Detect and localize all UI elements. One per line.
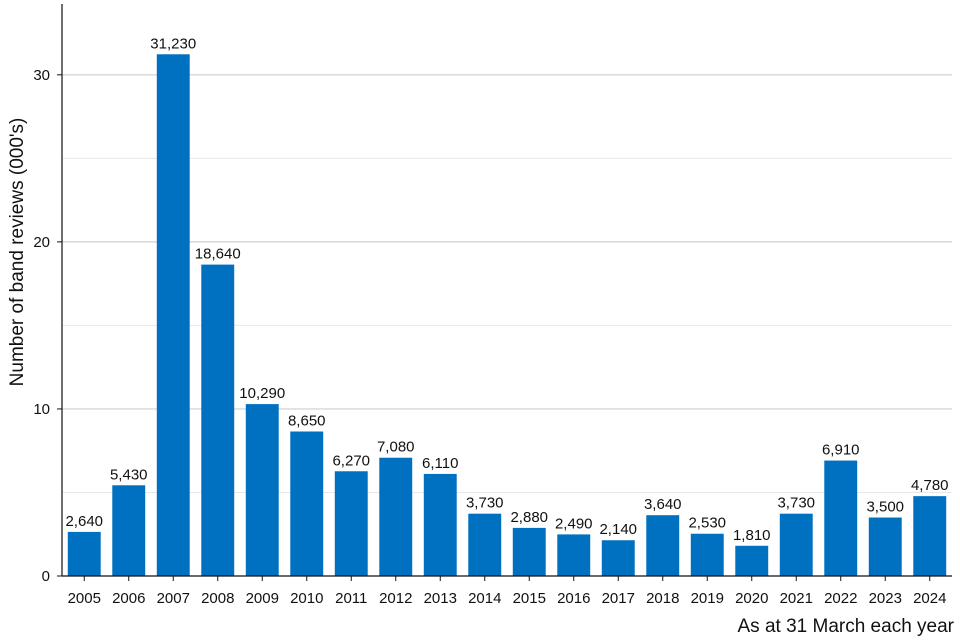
bar-2023 <box>868 517 902 576</box>
x-tick-label-2012: 2012 <box>379 590 412 607</box>
x-axis-title: As at 31 March each year <box>738 616 955 637</box>
x-tick-label-2014: 2014 <box>468 590 501 607</box>
data-label-2010: 8,650 <box>288 412 326 429</box>
x-tick-label-2016: 2016 <box>557 590 590 607</box>
gridlines <box>62 74 952 493</box>
y-tick-label-30: 30 <box>33 67 50 84</box>
x-tick-label-2018: 2018 <box>646 590 679 607</box>
bar-2006 <box>112 485 146 576</box>
x-tick-label-2015: 2015 <box>513 590 546 607</box>
bar-2011 <box>334 471 368 576</box>
x-tick-label-2024: 2024 <box>913 590 946 607</box>
data-label-2007: 31,230 <box>150 35 196 52</box>
x-tick-label-2023: 2023 <box>869 590 902 607</box>
bar-2005 <box>67 531 101 576</box>
data-label-2016: 2,490 <box>555 515 593 532</box>
data-label-2017: 2,140 <box>599 521 637 538</box>
data-label-2023: 3,500 <box>866 499 904 516</box>
data-label-2020: 1,810 <box>733 527 771 544</box>
x-tick-label-2010: 2010 <box>290 590 323 607</box>
x-tick-label-2020: 2020 <box>735 590 768 607</box>
bar-2008 <box>201 264 235 576</box>
data-label-2008: 18,640 <box>195 246 241 263</box>
data-label-2021: 3,730 <box>777 495 815 512</box>
bar-2007 <box>156 54 190 577</box>
x-tick-label-2008: 2008 <box>201 590 234 607</box>
x-tick-label-2011: 2011 <box>335 590 367 607</box>
data-label-2024: 4,780 <box>911 477 949 494</box>
x-tick-label-2019: 2019 <box>691 590 724 607</box>
x-tick-label-2021: 2021 <box>780 590 813 607</box>
bar-2022 <box>824 460 858 576</box>
y-axis-ticks: 0 10 20 30 <box>33 67 62 585</box>
data-label-2011: 6,270 <box>332 452 370 469</box>
x-axis-ticks: 2005 2006 2007 2008 2009 2010 2011 2012 2013 2014… <box>68 576 946 607</box>
bar-2013 <box>423 473 457 576</box>
y-tick-label-20: 20 <box>33 234 50 251</box>
x-tick-label-2022: 2022 <box>824 590 857 607</box>
bar-2009 <box>245 404 279 576</box>
data-label-2018: 3,640 <box>644 496 682 513</box>
bar-2014 <box>468 513 502 576</box>
bar-2012 <box>379 457 413 576</box>
data-label-2019: 2,530 <box>688 515 726 532</box>
x-tick-label-2006: 2006 <box>112 590 145 607</box>
bar-2019 <box>690 533 724 576</box>
x-tick-label-2005: 2005 <box>68 590 101 607</box>
data-label-2009: 10,290 <box>239 385 285 402</box>
bar-2016 <box>557 534 591 576</box>
bar-2015 <box>512 527 546 576</box>
bar-2010 <box>290 431 324 576</box>
bar-2021 <box>779 513 813 576</box>
data-label-2013: 6,110 <box>422 455 458 472</box>
data-label-2015: 2,880 <box>510 509 548 526</box>
x-tick-label-2009: 2009 <box>246 590 279 607</box>
data-label-2022: 6,910 <box>822 442 860 459</box>
x-tick-label-2017: 2017 <box>602 590 635 607</box>
x-tick-label-2013: 2013 <box>424 590 457 607</box>
data-label-2012: 7,080 <box>377 439 415 456</box>
bar-2018 <box>646 515 680 576</box>
bar-2024 <box>913 496 947 576</box>
y-tick-label-10: 10 <box>33 401 50 418</box>
data-label-2005: 2,640 <box>65 513 103 530</box>
y-axis-title: Number of band reviews (000's) <box>7 118 28 387</box>
x-tick-label-2007: 2007 <box>157 590 190 607</box>
y-tick-label-0: 0 <box>42 568 50 585</box>
bar-2020 <box>735 545 769 576</box>
data-label-2014: 3,730 <box>466 495 504 512</box>
bars-group <box>67 54 947 577</box>
bar-2017 <box>601 540 635 576</box>
data-label-2006: 5,430 <box>110 466 148 483</box>
